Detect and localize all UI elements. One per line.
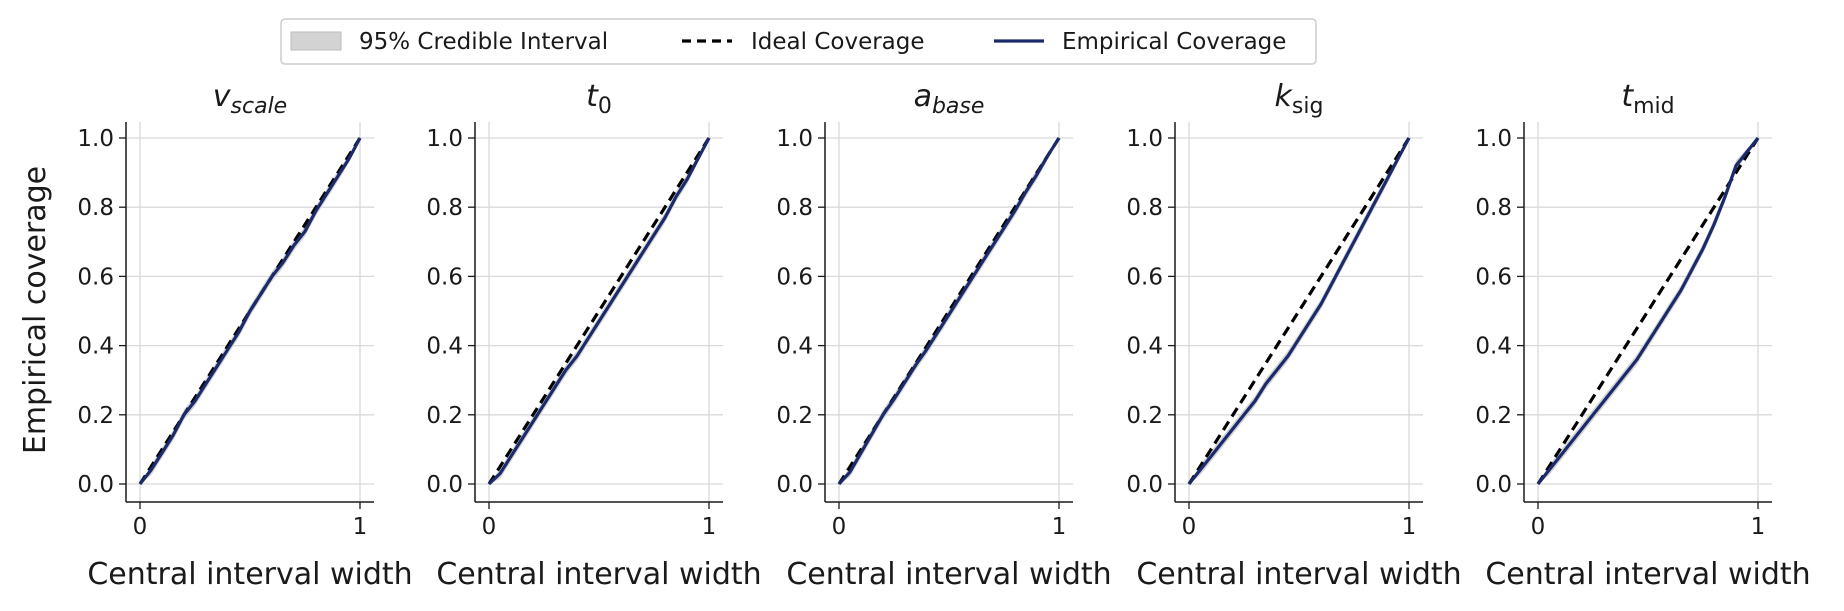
y-tick-label: 1.0 xyxy=(77,126,114,152)
y-tick-label: 0.4 xyxy=(426,334,463,360)
legend-label-empirical-coverage: Empirical Coverage xyxy=(1062,29,1286,55)
panel: 0.0 0.2 0.4 0.6 0.8 1.0 0 1 tmid Central interval… xyxy=(1475,79,1810,592)
y-tick-label: 0.6 xyxy=(77,264,114,290)
credible-interval-band xyxy=(1538,138,1758,484)
panel: 0.0 0.2 0.4 0.6 0.8 1.0 0 1 ksig Central interval… xyxy=(1126,79,1461,592)
y-tick-label: 0.6 xyxy=(426,264,463,290)
ideal-coverage-line xyxy=(487,137,711,485)
panel: 0.0 0.2 0.4 0.6 0.8 1.0 0 1 abase Central interva… xyxy=(776,79,1111,592)
x-axis-label: Central interval width xyxy=(786,557,1111,592)
y-tick-label: 0.0 xyxy=(776,472,813,498)
x-tick-label: 1 xyxy=(702,514,717,540)
y-tick-label: 0.2 xyxy=(426,403,463,429)
panel-title: ksig xyxy=(1275,79,1324,119)
y-tick-label: 0.6 xyxy=(1126,264,1163,290)
y-tick-label: 0.0 xyxy=(77,472,114,498)
y-tick-label: 1.0 xyxy=(426,126,463,152)
x-tick-label: 1 xyxy=(353,514,368,540)
x-axis-label: Central interval width xyxy=(1136,557,1461,592)
legend: 95% Credible Interval Ideal Coverage Emp… xyxy=(280,18,1317,65)
empirical-coverage-line xyxy=(837,137,1061,486)
empirical-coverage-line xyxy=(138,137,362,485)
y-tick-label: 0.8 xyxy=(1126,195,1163,221)
y-tick-label: 0.4 xyxy=(1126,334,1163,360)
y-tick-label: 0.2 xyxy=(1475,403,1512,429)
y-tick-label: 1.0 xyxy=(1475,126,1512,152)
y-tick-label: 0.8 xyxy=(77,195,114,221)
x-axis-label: Central interval width xyxy=(436,557,761,592)
x-tick-label: 0 xyxy=(1182,514,1197,540)
y-tick-label: 0.8 xyxy=(776,195,813,221)
y-tick-label: 0.0 xyxy=(1126,472,1163,498)
panel-title: t0 xyxy=(586,79,612,119)
ideal-coverage-line xyxy=(1536,137,1760,485)
empirical-coverage-line xyxy=(1536,137,1760,485)
y-tick-label: 0.6 xyxy=(776,264,813,290)
y-tick-label: 0.2 xyxy=(776,403,813,429)
empirical-coverage-line xyxy=(1187,137,1411,485)
y-tick-label: 1.0 xyxy=(1126,126,1163,152)
x-tick-label: 1 xyxy=(1052,514,1067,540)
y-tick-label: 0.4 xyxy=(1475,334,1512,360)
y-tick-label: 0.8 xyxy=(1475,195,1512,221)
x-tick-label: 1 xyxy=(1402,514,1417,540)
y-tick-label: 0.0 xyxy=(426,472,463,498)
legend-label-credible-interval: 95% Credible Interval xyxy=(359,29,608,55)
y-tick-label: 0.0 xyxy=(1475,472,1512,498)
y-tick-label: 0.6 xyxy=(1475,264,1512,290)
x-tick-label: 1 xyxy=(1751,514,1766,540)
y-tick-label: 0.2 xyxy=(77,403,114,429)
x-tick-label: 0 xyxy=(1531,514,1546,540)
panel: 0.0 0.2 0.4 0.6 0.8 1.0 0 1 vscale Central interv… xyxy=(77,79,412,592)
y-tick-label: 0.2 xyxy=(1126,403,1163,429)
panel-title: tmid xyxy=(1621,79,1674,119)
legend-label-ideal-coverage: Ideal Coverage xyxy=(751,29,925,55)
y-tick-label: 0.8 xyxy=(426,195,463,221)
x-tick-label: 0 xyxy=(133,514,148,540)
empirical-coverage-line xyxy=(487,137,711,486)
panel: 0.0 0.2 0.4 0.6 0.8 1.0 0 1 t0 Central interval w… xyxy=(426,79,761,592)
ideal-coverage-line xyxy=(1187,137,1411,485)
x-tick-label: 0 xyxy=(832,514,847,540)
credible-interval-band xyxy=(1189,138,1409,484)
y-tick-label: 0.4 xyxy=(776,334,813,360)
legend-frame xyxy=(280,18,1317,65)
y-tick-label: 0.4 xyxy=(77,334,114,360)
panel-title: vscale xyxy=(213,79,287,119)
panel-title: abase xyxy=(914,79,985,119)
x-tick-label: 0 xyxy=(482,514,497,540)
y-axis-label: Empirical coverage xyxy=(18,166,53,454)
y-tick-label: 1.0 xyxy=(776,126,813,152)
legend-swatch-credible-interval xyxy=(290,31,342,51)
x-axis-label: Central interval width xyxy=(87,557,412,592)
credible-interval-band xyxy=(489,138,709,484)
x-axis-label: Central interval width xyxy=(1485,557,1810,592)
